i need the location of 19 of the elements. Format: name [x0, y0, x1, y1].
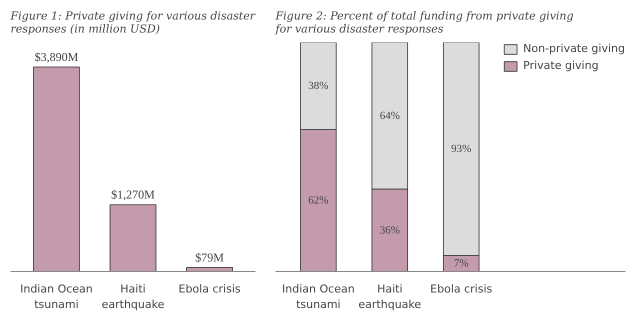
data-label: $1,270M	[111, 188, 156, 202]
x-tick-label: Indian Ocean tsunami	[20, 282, 93, 312]
data-label: 62%	[308, 194, 328, 207]
data-label: 36%	[380, 224, 400, 236]
x-tick-label: Ebola crisis	[178, 282, 241, 296]
chart-title: Figure 2: Percent of total funding from private giving for various disaster responses	[274, 10, 574, 36]
x-tick-label: Haiti earthquake	[358, 282, 422, 312]
legend-label: Private giving	[523, 59, 599, 72]
legend-label: Non-private giving	[523, 42, 625, 55]
data-label: 64%	[380, 110, 400, 122]
x-tick-label: Haiti earthquake	[102, 282, 165, 312]
data-label: 38%	[308, 80, 328, 92]
chart-title: Figure 1: Private giving for various disaster responses (in million USD)	[10, 10, 256, 36]
data-label: 7%	[454, 257, 469, 270]
data-label: $3,890M	[34, 50, 79, 64]
data-label: 93%	[451, 142, 472, 155]
x-tick-label: Indian Ocean tsunami	[282, 282, 355, 312]
data-label: $79M	[195, 250, 224, 264]
x-tick-label: Ebola crisis	[430, 282, 493, 296]
